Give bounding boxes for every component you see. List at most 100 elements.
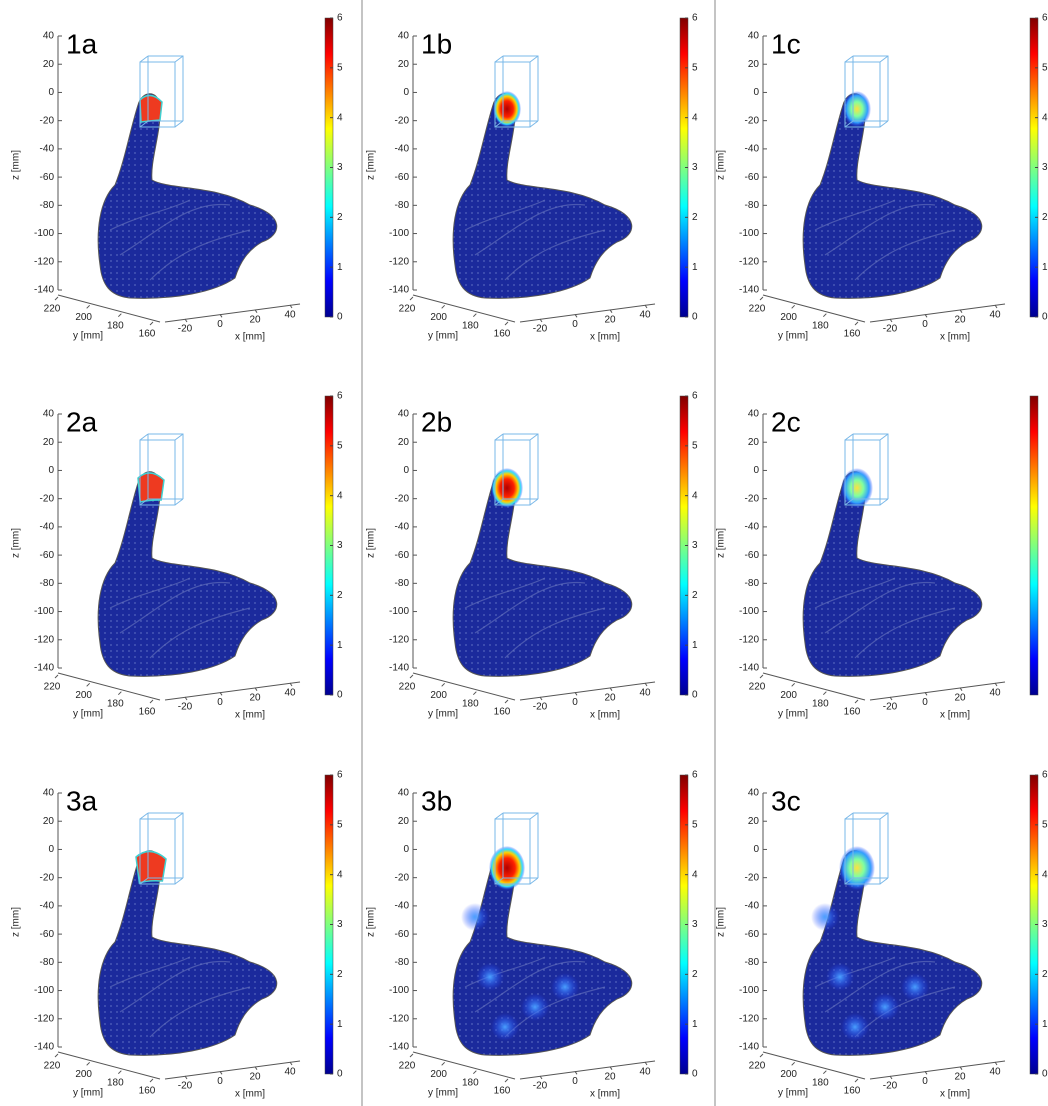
y-tick [150,322,153,325]
z-axis-label: z [mm] [716,907,727,937]
x-axis-label: x [mm] [235,710,265,721]
x-tick-label: 0 [922,319,928,330]
x-tick-label: -20 [178,1081,193,1092]
x-tick-label: -20 [883,702,898,713]
z-tick-label: -40 [745,144,760,155]
y-tick [87,1062,90,1065]
y-tick [760,1054,763,1057]
z-tick-label: -40 [395,901,410,912]
z-tick-label: -80 [40,578,55,589]
z-tick-label: 20 [748,59,760,70]
y-axis-label: y [mm] [428,709,458,720]
x-tick-label: 0 [572,319,578,330]
panel: 1b40200-20-40-60-80-100-120-140z [mm]220… [366,13,698,343]
x-tick-label: 20 [954,692,966,703]
colorbar-tick-label: 0 [1042,1069,1048,1080]
colorbar-tick-label: 0 [1042,312,1048,323]
panel-label: 3b [421,785,452,816]
y-axis-label: y [mm] [73,331,103,342]
z-tick-label: -120 [34,256,54,267]
y-tick [150,700,153,703]
x-tick-label: 0 [572,1076,578,1087]
colorbar-tick-label: 0 [692,1069,698,1080]
z-tick-label: -60 [745,929,760,940]
z-tick-label: 20 [748,437,760,448]
z-tick-label: -120 [389,256,409,267]
z-tick-label: -20 [395,872,410,883]
y-axis [58,1052,160,1079]
z-tick-label: 0 [403,844,409,855]
z-axis-label: z [mm] [366,528,377,558]
z-tick-label: -20 [395,115,410,126]
y-axis-label: y [mm] [73,1088,103,1099]
y-tick [505,700,508,703]
y-axis [763,295,865,322]
y-tick-label: 200 [430,312,447,323]
y-tick-label: 160 [139,329,156,340]
z-tick-label: -140 [389,1042,409,1053]
y-tick-label: 180 [107,1077,124,1088]
colorbar-tick-label: 6 [1042,770,1048,781]
y-axis [413,1052,515,1079]
z-tick-label: 0 [48,844,54,855]
x-tick-label: -20 [533,702,548,713]
y-tick [823,314,826,317]
z-axis-label: z [mm] [11,150,22,180]
z-tick-label: 0 [753,844,759,855]
hotspot [138,473,164,502]
z-tick-label: -40 [40,901,55,912]
x-tick-label: -20 [533,324,548,335]
spot [551,973,579,1001]
colorbar-tick-label: 4 [692,869,698,880]
y-axis [58,295,160,322]
x-axis-label: x [mm] [590,332,620,343]
z-tick-label: 40 [43,788,55,799]
colorbar-tick-label: 2 [337,590,343,601]
z-tick-label: -100 [739,606,759,617]
colorbar-tick-label: 3 [337,162,343,173]
z-tick-label: -20 [395,493,410,504]
spot [521,993,549,1021]
z-tick-label: -120 [34,1013,54,1024]
colorbar-tick-label: 4 [1042,869,1048,880]
y-tick-label: 180 [462,698,479,709]
y-tick-label: 160 [139,707,156,718]
colorbar-tick-label: 1 [692,1019,698,1030]
x-tick-label: 40 [284,688,296,699]
z-tick-label: 20 [43,437,55,448]
x-tick-label: -20 [533,1081,548,1092]
y-tick-label: 160 [844,707,861,718]
colorbar-tick-label: 6 [692,13,698,24]
hotspot [489,846,525,890]
panel-label: 1b [421,28,452,59]
z-tick-label: 40 [43,31,55,42]
colorbar-tick-label: 0 [692,690,698,701]
z-tick-label: -80 [40,200,55,211]
spot [461,903,489,931]
z-tick-label: -40 [395,522,410,533]
colorbar-tick-label: 6 [692,391,698,402]
hotspot [140,95,162,122]
body-surface [98,851,277,1056]
x-tick-label: 40 [989,310,1001,321]
z-tick-label: 40 [398,788,410,799]
y-tick [823,1071,826,1074]
spot [901,973,929,1001]
panel: 1a40200-20-40-60-80-100-120-140z [mm]220… [11,13,343,343]
z-tick-label: -60 [40,172,55,183]
colorbar-tick-label: 5 [692,819,698,830]
y-tick-label: 160 [139,1086,156,1097]
x-axis-label: x [mm] [590,710,620,721]
y-tick-label: 220 [399,1061,416,1072]
colorbar-tick-label: 6 [337,770,343,781]
z-tick-label: -20 [745,872,760,883]
x-axis-label: x [mm] [235,1089,265,1100]
z-tick-label: -80 [40,957,55,968]
hotspot [841,468,873,508]
z-tick-label: 0 [48,465,54,476]
y-tick-label: 220 [399,682,416,693]
z-tick-label: -140 [389,663,409,674]
z-tick-label: -140 [739,285,759,296]
y-tick-label: 180 [462,1077,479,1088]
